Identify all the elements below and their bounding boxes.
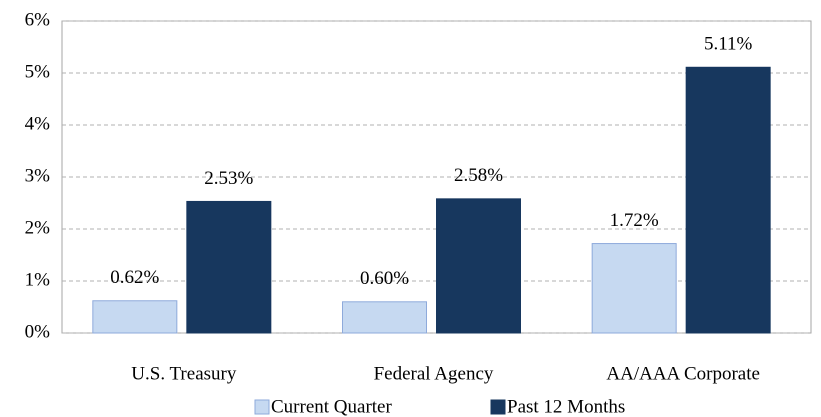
legend-swatch xyxy=(254,399,270,415)
y-tick-label: 5% xyxy=(25,61,51,82)
legend-label: Current Quarter xyxy=(271,396,392,417)
data-label: 1.72% xyxy=(610,210,659,231)
data-label: 0.62% xyxy=(110,267,159,288)
bar xyxy=(436,198,521,334)
x-tick-label: AA/AAA Corporate xyxy=(606,363,760,384)
bar xyxy=(342,301,427,334)
y-tick-label: 3% xyxy=(25,165,51,186)
bar xyxy=(186,200,272,334)
data-label: 2.58% xyxy=(454,165,503,186)
data-label: 5.11% xyxy=(704,34,753,55)
bar xyxy=(685,66,771,334)
y-tick-label: 1% xyxy=(25,269,51,290)
y-tick-label: 2% xyxy=(25,217,51,238)
legend-swatch xyxy=(490,399,506,415)
y-tick-label: 0% xyxy=(25,321,51,342)
y-tick-label: 4% xyxy=(25,113,51,134)
data-label: 2.53% xyxy=(204,168,253,189)
bar xyxy=(92,300,178,334)
legend-label: Past 12 Months xyxy=(507,396,625,417)
y-tick-label: 6% xyxy=(25,9,51,30)
data-label: 0.60% xyxy=(360,268,409,289)
bar xyxy=(591,243,677,334)
x-tick-label: Federal Agency xyxy=(374,363,494,384)
x-tick-label: U.S. Treasury xyxy=(131,363,237,384)
